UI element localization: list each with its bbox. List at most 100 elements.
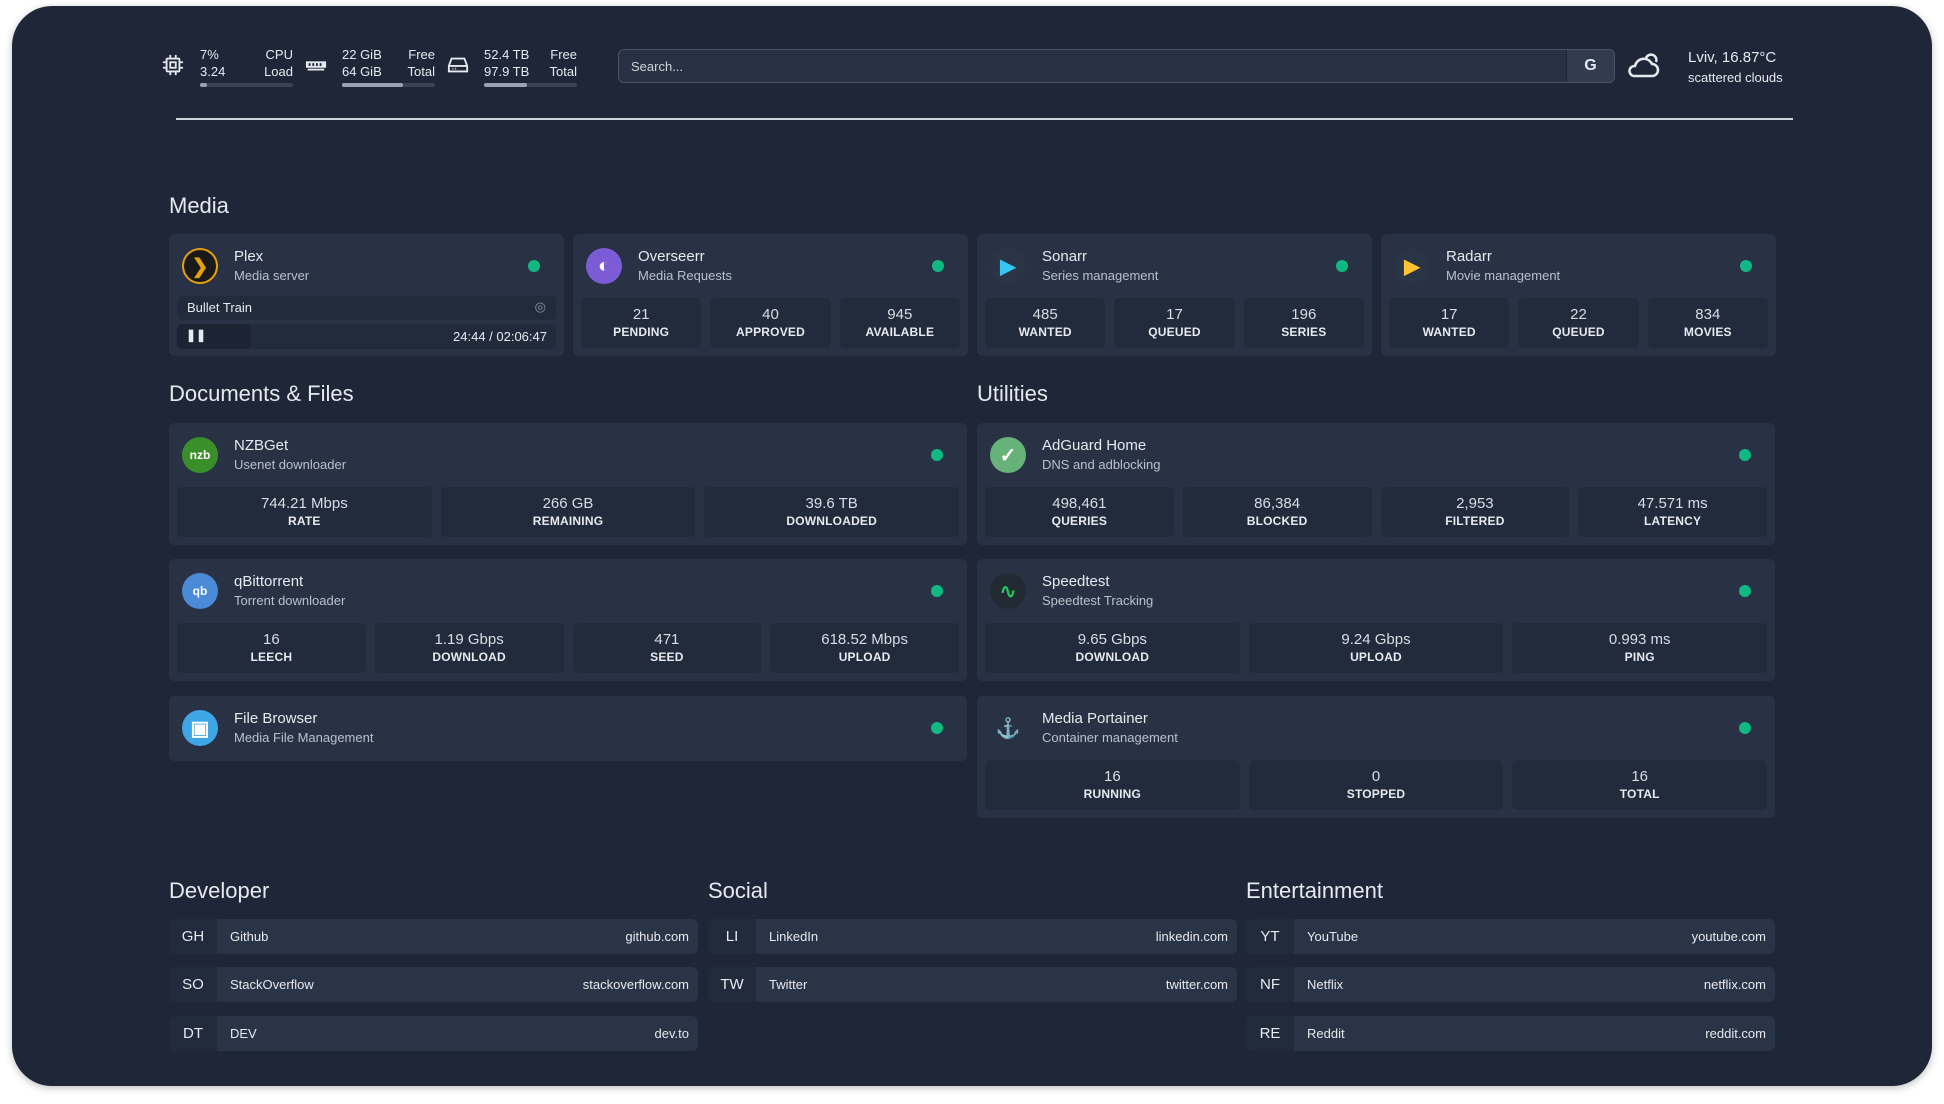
bookmark-reddit[interactable]: RE Reddit reddit.com bbox=[1246, 1016, 1775, 1051]
qbittorrent-icon: qb bbox=[182, 573, 218, 609]
stat-queued: 17 QUEUED bbox=[1114, 298, 1235, 348]
section-title-developer: Developer bbox=[169, 878, 270, 903]
service-card-portainer[interactable]: ⚓ Media Portainer Container management 1… bbox=[977, 696, 1775, 818]
cpu-icon bbox=[162, 54, 184, 76]
cpu-percent: 7% bbox=[200, 47, 219, 62]
service-card-nzbget[interactable]: nzb NZBGet Usenet downloader 744.21 Mbps… bbox=[169, 423, 967, 545]
bookmark-link[interactable]: Twitter twitter.com bbox=[756, 967, 1237, 1002]
service-title: Sonarr bbox=[1042, 248, 1088, 265]
bookmark-link[interactable]: YouTube youtube.com bbox=[1294, 919, 1775, 954]
dashboard-window: 7% 3.24 CPU Load 22 GiB 64 GiB Free Total 52… bbox=[12, 6, 1932, 1086]
bookmark-stackoverflow[interactable]: SO StackOverflow stackoverflow.com bbox=[169, 967, 698, 1002]
stat-value: 0 bbox=[1371, 768, 1381, 785]
stat-value: 16 bbox=[1631, 768, 1649, 785]
nzbget-icon: nzb bbox=[182, 437, 218, 473]
memory-total: 64 GiB bbox=[342, 64, 382, 79]
cpu-stat: 7% 3.24 CPU Load bbox=[200, 46, 293, 90]
status-indicator bbox=[1739, 585, 1751, 597]
service-card-radarr[interactable]: ▶ Radarr Movie management 17 WANTED 22 QUEU… bbox=[1381, 234, 1776, 356]
stat-value: 16 bbox=[1103, 768, 1121, 785]
cloud-icon bbox=[1628, 53, 1660, 78]
bookmark-link[interactable]: DEV dev.to bbox=[217, 1016, 698, 1051]
search-bar: G bbox=[618, 49, 1615, 83]
service-title: File Browser bbox=[234, 710, 318, 727]
disk-bar bbox=[484, 83, 577, 87]
bookmark-name: DEV bbox=[230, 1026, 257, 1041]
stat-upload: 9.24 Gbps UPLOAD bbox=[1248, 623, 1504, 673]
stat-label: RUNNING bbox=[1083, 787, 1142, 801]
portainer-icon: ⚓ bbox=[990, 710, 1026, 746]
section-title-media: Media bbox=[169, 193, 229, 218]
service-card-sonarr[interactable]: ▶ Sonarr Series management 485 WANTED 17 QU… bbox=[977, 234, 1372, 356]
stat-label: WANTED bbox=[1422, 325, 1476, 339]
service-subtitle: Movie management bbox=[1446, 268, 1561, 283]
bookmark-url: stackoverflow.com bbox=[582, 977, 689, 992]
file-browser-icon: ▣ bbox=[182, 710, 218, 746]
service-subtitle: Media server bbox=[234, 268, 310, 283]
service-card-plex[interactable]: ❯ Plex Media server Bullet Train ◎ ❚❚ 24:4… bbox=[169, 234, 564, 356]
stat-downloaded: 39.6 TB DOWNLOADED bbox=[704, 487, 960, 537]
overseerr-icon: ◐ bbox=[586, 248, 622, 284]
free-label: Free bbox=[550, 47, 577, 62]
service-card-qbittorrent[interactable]: qb qBittorrent Torrent downloader 16 LEEC… bbox=[169, 559, 967, 681]
stat-value: 9.65 Gbps bbox=[1077, 631, 1147, 648]
stat-leech: 16 LEECH bbox=[177, 623, 366, 673]
bookmark-netflix[interactable]: NF Netflix netflix.com bbox=[1246, 967, 1775, 1002]
search-input[interactable] bbox=[619, 50, 1566, 82]
bookmark-youtube[interactable]: YT YouTube youtube.com bbox=[1246, 919, 1775, 954]
bookmark-github[interactable]: GH Github github.com bbox=[169, 919, 698, 954]
stat-value: 17 bbox=[1440, 306, 1458, 323]
stat-download: 9.65 Gbps DOWNLOAD bbox=[985, 623, 1240, 673]
stat-queued: 22 QUEUED bbox=[1518, 298, 1639, 348]
bookmark-name: Github bbox=[230, 929, 269, 944]
service-subtitle: Speedtest Tracking bbox=[1042, 593, 1154, 608]
bookmark-twitter[interactable]: TW Twitter twitter.com bbox=[708, 967, 1237, 1002]
memory-stat: 22 GiB 64 GiB Free Total bbox=[342, 46, 435, 90]
pause-icon[interactable]: ❚❚ bbox=[186, 328, 207, 342]
cpu-label: CPU bbox=[265, 47, 293, 62]
stat-movies: 834 MOVIES bbox=[1647, 298, 1768, 348]
service-subtitle: Usenet downloader bbox=[234, 457, 347, 472]
bookmark-abbr: TW bbox=[708, 967, 756, 1002]
memory-bar bbox=[342, 83, 435, 87]
service-title: Radarr bbox=[1446, 248, 1492, 265]
service-subtitle: Container management bbox=[1042, 730, 1178, 745]
stat-label: LEECH bbox=[250, 650, 293, 664]
header-divider bbox=[176, 118, 1793, 120]
service-title: qBittorrent bbox=[234, 573, 304, 590]
stat-label: TOTAL bbox=[1619, 787, 1660, 801]
stat-label: DOWNLOAD bbox=[432, 650, 506, 664]
service-card-adguard[interactable]: ✓ AdGuard Home DNS and adblocking 498,46… bbox=[977, 423, 1775, 545]
bookmark-dev[interactable]: DT DEV dev.to bbox=[169, 1016, 698, 1051]
total-label: Total bbox=[549, 64, 577, 79]
service-title: AdGuard Home bbox=[1042, 437, 1147, 454]
bookmark-linkedin[interactable]: LI LinkedIn linkedin.com bbox=[708, 919, 1237, 954]
service-title: Media Portainer bbox=[1042, 710, 1148, 727]
stat-value: 47.571 ms bbox=[1637, 495, 1708, 512]
service-card-speedtest[interactable]: ∿ Speedtest Speedtest Tracking 9.65 Gbps… bbox=[977, 559, 1775, 681]
sonarr-icon: ▶ bbox=[990, 248, 1026, 284]
service-title: NZBGet bbox=[234, 437, 289, 454]
bookmark-link[interactable]: Reddit reddit.com bbox=[1294, 1016, 1775, 1051]
disk-icon bbox=[447, 57, 469, 73]
stat-value: 498,461 bbox=[1052, 495, 1107, 512]
status-indicator bbox=[932, 260, 944, 272]
service-card-filebrowser[interactable]: ▣ File Browser Media File Management bbox=[169, 696, 967, 761]
bookmark-url: linkedin.com bbox=[1155, 929, 1228, 944]
bookmark-link[interactable]: Github github.com bbox=[217, 919, 698, 954]
status-indicator bbox=[1336, 260, 1348, 272]
bookmark-link[interactable]: StackOverflow stackoverflow.com bbox=[217, 967, 698, 1002]
bookmark-link[interactable]: LinkedIn linkedin.com bbox=[756, 919, 1237, 954]
load-label: Load bbox=[264, 64, 293, 79]
stats-row: 9.65 Gbps DOWNLOAD 9.24 Gbps UPLOAD 0.993 ms… bbox=[985, 623, 1768, 673]
bookmark-link[interactable]: Netflix netflix.com bbox=[1294, 967, 1775, 1002]
service-card-overseerr[interactable]: ◐ Overseerr Media Requests 21 PENDING 40 AP… bbox=[573, 234, 968, 356]
google-search-button[interactable]: G bbox=[1566, 50, 1614, 82]
playback-progress bbox=[177, 324, 251, 349]
stat-label: FILTERED bbox=[1445, 514, 1505, 528]
bookmark-url: dev.to bbox=[654, 1026, 689, 1041]
stat-label: LATENCY bbox=[1644, 514, 1702, 528]
bookmark-abbr: YT bbox=[1246, 919, 1294, 954]
bookmark-name: Reddit bbox=[1307, 1026, 1345, 1041]
playback-row: ❚❚ 24:44 / 02:06:47 bbox=[177, 324, 556, 349]
